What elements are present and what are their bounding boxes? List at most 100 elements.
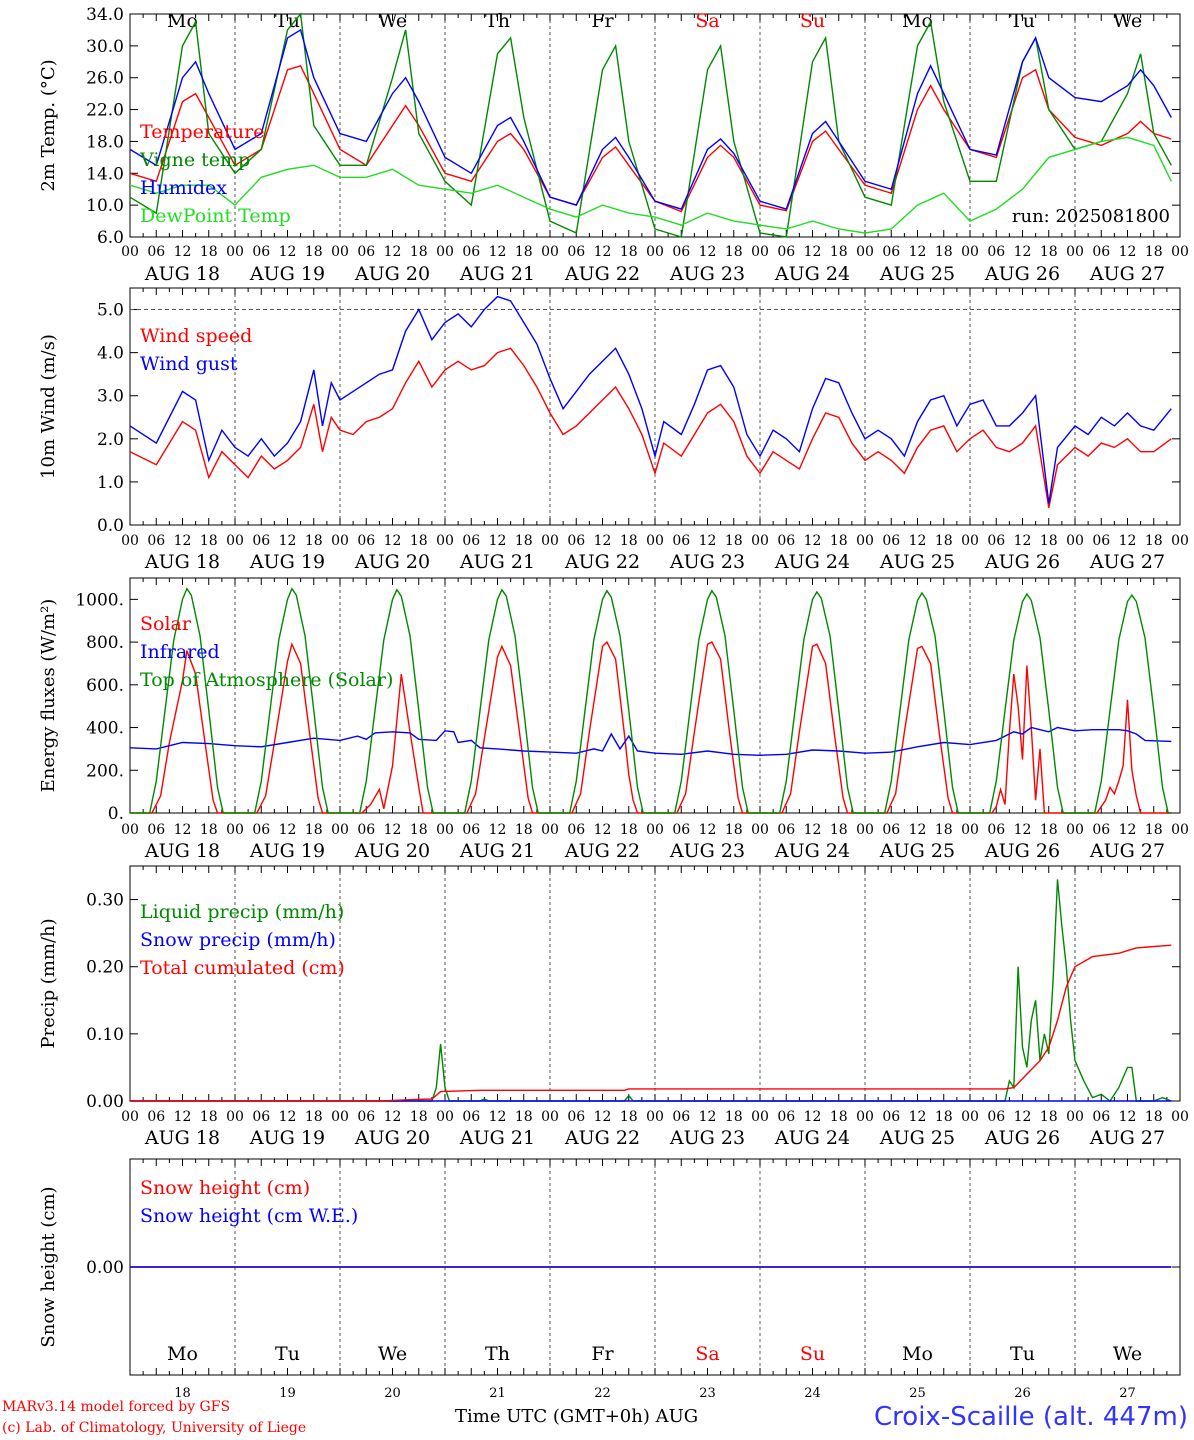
date-label: AUG 23 [669, 551, 745, 573]
hour-tick-label: 00 [1066, 1109, 1084, 1125]
day-of-week-label: Sa [695, 10, 719, 32]
legend-entry: Wind gust [140, 353, 238, 375]
hour-tick-label: 06 [462, 533, 480, 549]
hour-tick-label: 18 [1145, 533, 1163, 549]
hour-tick-label: 18 [725, 244, 743, 260]
hour-tick-label: 12 [1014, 822, 1032, 838]
hour-tick-label: 00 [226, 1109, 244, 1125]
hour-tick-label: 00 [646, 822, 664, 838]
hour-tick-label: 18 [200, 822, 218, 838]
y-tick-label: 0.30 [86, 891, 124, 911]
date-label: AUG 21 [459, 551, 535, 573]
hour-tick-label: 00 [331, 244, 349, 260]
day-number-label: 27 [1119, 1386, 1136, 1401]
hour-tick-label: 00 [856, 1109, 874, 1125]
hour-tick-label: 00 [1066, 822, 1084, 838]
legend-entry: Snow precip (mm/h) [140, 929, 336, 951]
hour-tick-label: 00 [751, 1109, 769, 1125]
hour-tick-label: 18 [1145, 1109, 1163, 1125]
hour-tick-label: 00 [856, 244, 874, 260]
hour-tick-label: 12 [699, 1109, 717, 1125]
date-label: AUG 19 [249, 263, 325, 285]
date-label: AUG 19 [249, 840, 325, 862]
date-label: AUG 22 [564, 1127, 640, 1149]
date-label: AUG 27 [1089, 263, 1165, 285]
day-of-week-label: We [1113, 1343, 1142, 1365]
date-label: AUG 18 [144, 551, 220, 573]
hour-tick-label: 12 [1119, 533, 1137, 549]
date-label: AUG 24 [774, 1127, 850, 1149]
hour-tick-label: 18 [1040, 822, 1058, 838]
day-of-week-label: We [378, 1343, 407, 1365]
hour-tick-label: 18 [305, 533, 323, 549]
date-label: AUG 21 [459, 1127, 535, 1149]
hour-tick-label: 06 [882, 533, 900, 549]
hour-tick-label: 00 [1066, 244, 1084, 260]
hour-tick-label: 12 [594, 1109, 612, 1125]
hour-tick-label: 00 [541, 822, 559, 838]
hour-tick-label: 06 [462, 1109, 480, 1125]
hour-tick-label: 00 [436, 244, 454, 260]
hour-tick-label: 18 [410, 1109, 428, 1125]
hour-tick-label: 18 [305, 822, 323, 838]
hour-tick-label: 00 [331, 533, 349, 549]
y-tick-label: 400. [86, 719, 124, 739]
day-number-label: 18 [174, 1386, 191, 1401]
date-label: AUG 22 [564, 840, 640, 862]
date-label: AUG 23 [669, 1127, 745, 1149]
hour-tick-label: 12 [699, 533, 717, 549]
hour-tick-label: 12 [1119, 822, 1137, 838]
hour-tick-label: 18 [200, 533, 218, 549]
hour-tick-label: 12 [174, 1109, 192, 1125]
date-label: AUG 22 [564, 263, 640, 285]
hour-tick-label: 12 [279, 533, 297, 549]
y-axis-label: 2m Temp. (°C) [38, 59, 59, 191]
day-of-week-label: Fr [591, 10, 614, 32]
hour-tick-label: 00 [646, 244, 664, 260]
hour-tick-label: 00 [226, 822, 244, 838]
y-tick-label: 18.0 [86, 132, 124, 152]
hour-tick-label: 06 [987, 1109, 1005, 1125]
day-of-week-label: We [378, 10, 407, 32]
y-axis-label: Precip (mm/h) [38, 918, 59, 1048]
hour-tick-label: 00 [331, 1109, 349, 1125]
y-tick-label: 2.0 [97, 430, 124, 450]
hour-tick-label: 18 [410, 822, 428, 838]
hour-tick-label: 18 [620, 1109, 638, 1125]
hour-tick-label: 12 [804, 533, 822, 549]
hour-tick-label: 12 [699, 244, 717, 260]
hour-tick-label: 18 [830, 822, 848, 838]
hour-tick-label: 18 [935, 1109, 953, 1125]
hour-tick-label: 00 [961, 1109, 979, 1125]
hour-tick-label: 06 [672, 822, 690, 838]
hour-tick-label: 00 [1066, 533, 1084, 549]
y-tick-label: 6.0 [97, 228, 124, 248]
series-line-wind-gust [129, 295, 1172, 504]
hour-tick-label: 06 [672, 1109, 690, 1125]
day-number-label: 24 [804, 1386, 821, 1401]
date-label: AUG 25 [879, 263, 955, 285]
date-label: AUG 18 [144, 1127, 220, 1149]
hour-tick-label: 06 [252, 822, 270, 838]
model-credit: MARv3.14 model forced by GFS [2, 1399, 231, 1415]
hour-tick-label: 12 [384, 244, 402, 260]
hour-tick-label: 18 [725, 822, 743, 838]
y-tick-label: 10.0 [86, 196, 124, 216]
hour-tick-label: 18 [830, 244, 848, 260]
hour-tick-label: 00 [436, 533, 454, 549]
y-tick-label: 600. [86, 676, 124, 696]
day-of-week-label: Tu [1010, 10, 1035, 32]
hour-tick-label: 12 [489, 1109, 507, 1125]
legend-entry: Infrared [140, 641, 220, 663]
legend-entry: Total cumulated (cm) [140, 957, 345, 979]
hour-tick-label: 18 [305, 1109, 323, 1125]
hour-tick-label: 18 [830, 533, 848, 549]
plot-frame [129, 287, 1181, 526]
hour-tick-label: 06 [357, 244, 375, 260]
hour-tick-label: 12 [909, 822, 927, 838]
hour-tick-label: 06 [462, 822, 480, 838]
hour-tick-label: 06 [357, 822, 375, 838]
hour-tick-label: 06 [882, 822, 900, 838]
hour-tick-label: 18 [935, 533, 953, 549]
